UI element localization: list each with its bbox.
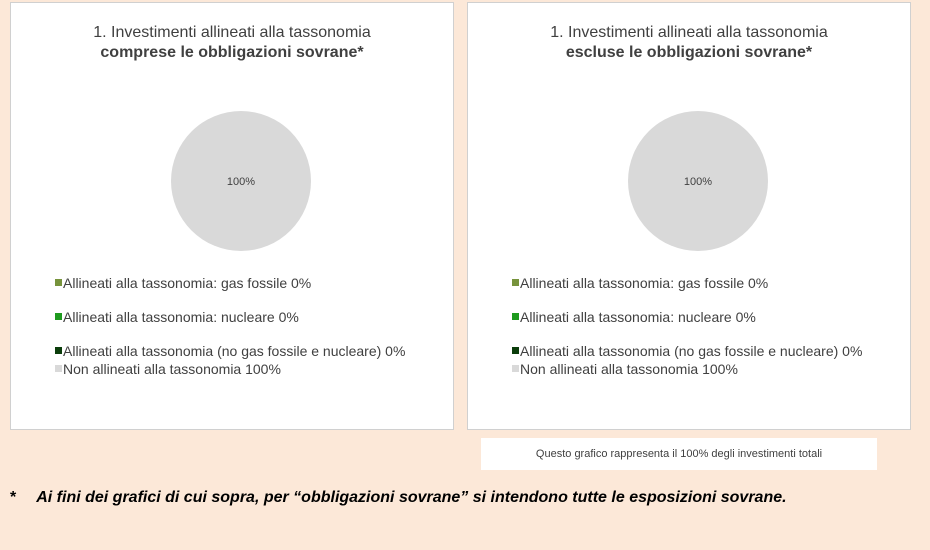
footnote: * Ai fini dei grafici di cui sopra, per “… xyxy=(10,486,910,509)
title-line: 1. Investimenti allineati alla tassonomi… xyxy=(93,24,371,41)
legend-swatch xyxy=(55,313,62,320)
legend: Allineati alla tassonomia: gas fossile 0… xyxy=(512,275,892,395)
chart-title: 1. Investimenti allineati alla tassonomi… xyxy=(468,23,910,63)
legend: Allineati alla tassonomia: gas fossile 0… xyxy=(55,275,435,395)
legend-item: Non allineati alla tassonomia 100% xyxy=(55,361,435,377)
legend-swatch xyxy=(512,347,519,354)
legend-label: Allineati alla tassonomia (no gas fossil… xyxy=(520,343,839,359)
legend-swatch xyxy=(512,279,519,286)
chart-panel: 1. Investimenti allineati alla tassonomi… xyxy=(10,2,454,430)
legend-item: Non allineati alla tassonomia 100% xyxy=(512,361,892,377)
legend-label: Non allineati alla tassonomia xyxy=(63,361,242,377)
legend-item: Allineati alla tassonomia: nucleare 0% xyxy=(512,309,892,325)
legend-value: 0% xyxy=(278,309,299,325)
legend-value: 100% xyxy=(702,361,738,377)
chart-panel: 1. Investimenti allineati alla tassonomi… xyxy=(467,2,911,430)
legend-label: Allineati alla tassonomia: gas fossile xyxy=(520,275,745,291)
pie-slice xyxy=(171,111,311,251)
legend-value: 0% xyxy=(385,343,406,359)
pie-slice xyxy=(628,111,768,251)
legend-label: Allineati alla tassonomia (no gas fossil… xyxy=(63,343,382,359)
legend-item: Allineati alla tassonomia: gas fossile 0… xyxy=(512,275,892,291)
legend-value: 0% xyxy=(291,275,312,291)
subtitle: comprese le obbligazioni sovrane* xyxy=(100,44,364,61)
legend-swatch xyxy=(512,313,519,320)
legend-label: Allineati alla tassonomia: nucleare xyxy=(520,309,732,325)
legend-swatch xyxy=(55,365,62,372)
legend-swatch xyxy=(55,279,62,286)
legend-item: Allineati alla tassonomia: nucleare 0% xyxy=(55,309,435,325)
legend-swatch xyxy=(512,365,519,372)
legend-value: 100% xyxy=(245,361,281,377)
note: Questo grafico rappresenta il 100% degli… xyxy=(481,438,877,470)
slice-label: 100% xyxy=(684,176,712,188)
legend-item: Allineati alla tassonomia (no gas fossil… xyxy=(512,343,892,359)
legend-item: Allineati alla tassonomia: gas fossile 0… xyxy=(55,275,435,291)
subtitle: escluse le obbligazioni sovrane* xyxy=(565,44,813,61)
legend-value: 0% xyxy=(735,309,756,325)
footnote-marker: * xyxy=(10,489,17,506)
legend-swatch xyxy=(55,347,62,354)
footnote-text: Ai fini dei grafici di cui sopra, per “o… xyxy=(36,489,787,506)
title-line: 1. Investimenti allineati alla tassonomi… xyxy=(550,24,828,41)
chart-title: 1. Investimenti allineati alla tassonomi… xyxy=(11,23,453,63)
legend-label: Non allineati alla tassonomia xyxy=(520,361,699,377)
legend-value: 0% xyxy=(748,275,769,291)
pie-chart: 100% xyxy=(171,111,311,251)
legend-label: Allineati alla tassonomia: nucleare xyxy=(63,309,275,325)
slice-label: 100% xyxy=(227,176,255,188)
pie-chart: 100% xyxy=(628,111,768,251)
legend-label: Allineati alla tassonomia: gas fossile xyxy=(63,275,288,291)
legend-item: Allineati alla tassonomia (no gas fossil… xyxy=(55,343,435,359)
legend-value: 0% xyxy=(842,343,863,359)
